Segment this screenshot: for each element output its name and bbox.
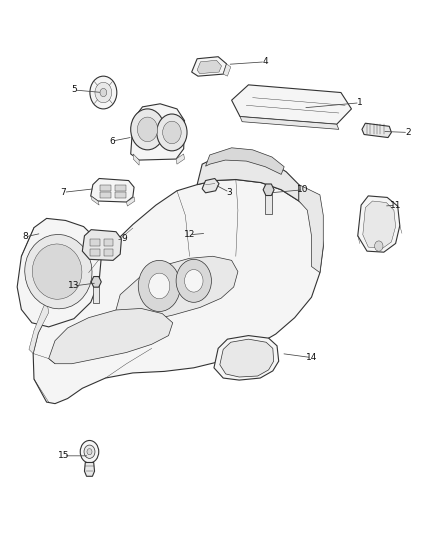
Text: 2: 2	[406, 128, 411, 137]
Polygon shape	[192, 56, 226, 76]
Polygon shape	[104, 239, 113, 246]
Polygon shape	[33, 180, 323, 403]
Ellipse shape	[32, 244, 82, 299]
Circle shape	[87, 449, 92, 455]
Text: 15: 15	[58, 451, 69, 461]
Text: 12: 12	[184, 230, 195, 239]
Polygon shape	[127, 197, 135, 206]
Circle shape	[157, 114, 187, 151]
Text: 8: 8	[23, 232, 28, 241]
Text: 1: 1	[357, 98, 363, 107]
Circle shape	[90, 76, 117, 109]
Polygon shape	[93, 282, 99, 303]
Circle shape	[80, 440, 99, 463]
Polygon shape	[90, 239, 99, 246]
Polygon shape	[202, 179, 219, 193]
Text: 14: 14	[306, 353, 317, 362]
Polygon shape	[91, 179, 134, 202]
Polygon shape	[362, 123, 392, 138]
Polygon shape	[29, 300, 49, 353]
Circle shape	[149, 273, 170, 298]
Text: 7: 7	[60, 188, 66, 197]
Text: 4: 4	[262, 58, 268, 66]
Text: 9: 9	[121, 235, 127, 244]
Text: 11: 11	[390, 200, 401, 209]
Circle shape	[138, 117, 158, 142]
Polygon shape	[214, 336, 279, 380]
Polygon shape	[90, 249, 99, 256]
Circle shape	[84, 445, 95, 458]
Text: 10: 10	[297, 185, 309, 194]
Polygon shape	[17, 219, 101, 327]
Circle shape	[131, 109, 164, 150]
Circle shape	[176, 260, 212, 302]
Polygon shape	[240, 117, 339, 130]
Polygon shape	[176, 154, 184, 164]
Polygon shape	[232, 85, 351, 124]
Circle shape	[138, 260, 180, 311]
Polygon shape	[133, 154, 139, 165]
Polygon shape	[100, 184, 111, 191]
Polygon shape	[299, 184, 323, 273]
Circle shape	[95, 82, 112, 103]
Text: 5: 5	[71, 85, 77, 94]
Text: 3: 3	[226, 188, 233, 197]
Polygon shape	[85, 463, 95, 477]
Polygon shape	[223, 64, 231, 76]
Polygon shape	[358, 196, 400, 252]
Polygon shape	[115, 192, 126, 198]
Polygon shape	[49, 309, 173, 364]
Polygon shape	[91, 277, 101, 287]
Circle shape	[162, 121, 181, 144]
Circle shape	[100, 88, 107, 96]
Polygon shape	[115, 184, 126, 191]
Polygon shape	[265, 190, 272, 214]
Polygon shape	[91, 196, 99, 205]
Circle shape	[184, 270, 203, 292]
Circle shape	[374, 241, 383, 251]
Polygon shape	[104, 249, 113, 256]
Polygon shape	[205, 148, 284, 174]
Text: 13: 13	[68, 281, 80, 290]
Polygon shape	[263, 184, 274, 196]
Text: 6: 6	[109, 136, 115, 146]
Ellipse shape	[25, 235, 92, 309]
Polygon shape	[197, 60, 222, 74]
Polygon shape	[82, 230, 121, 260]
Polygon shape	[100, 192, 111, 198]
Polygon shape	[197, 154, 299, 201]
Polygon shape	[114, 256, 238, 323]
Polygon shape	[131, 104, 184, 160]
Polygon shape	[363, 201, 396, 248]
Polygon shape	[220, 339, 274, 377]
